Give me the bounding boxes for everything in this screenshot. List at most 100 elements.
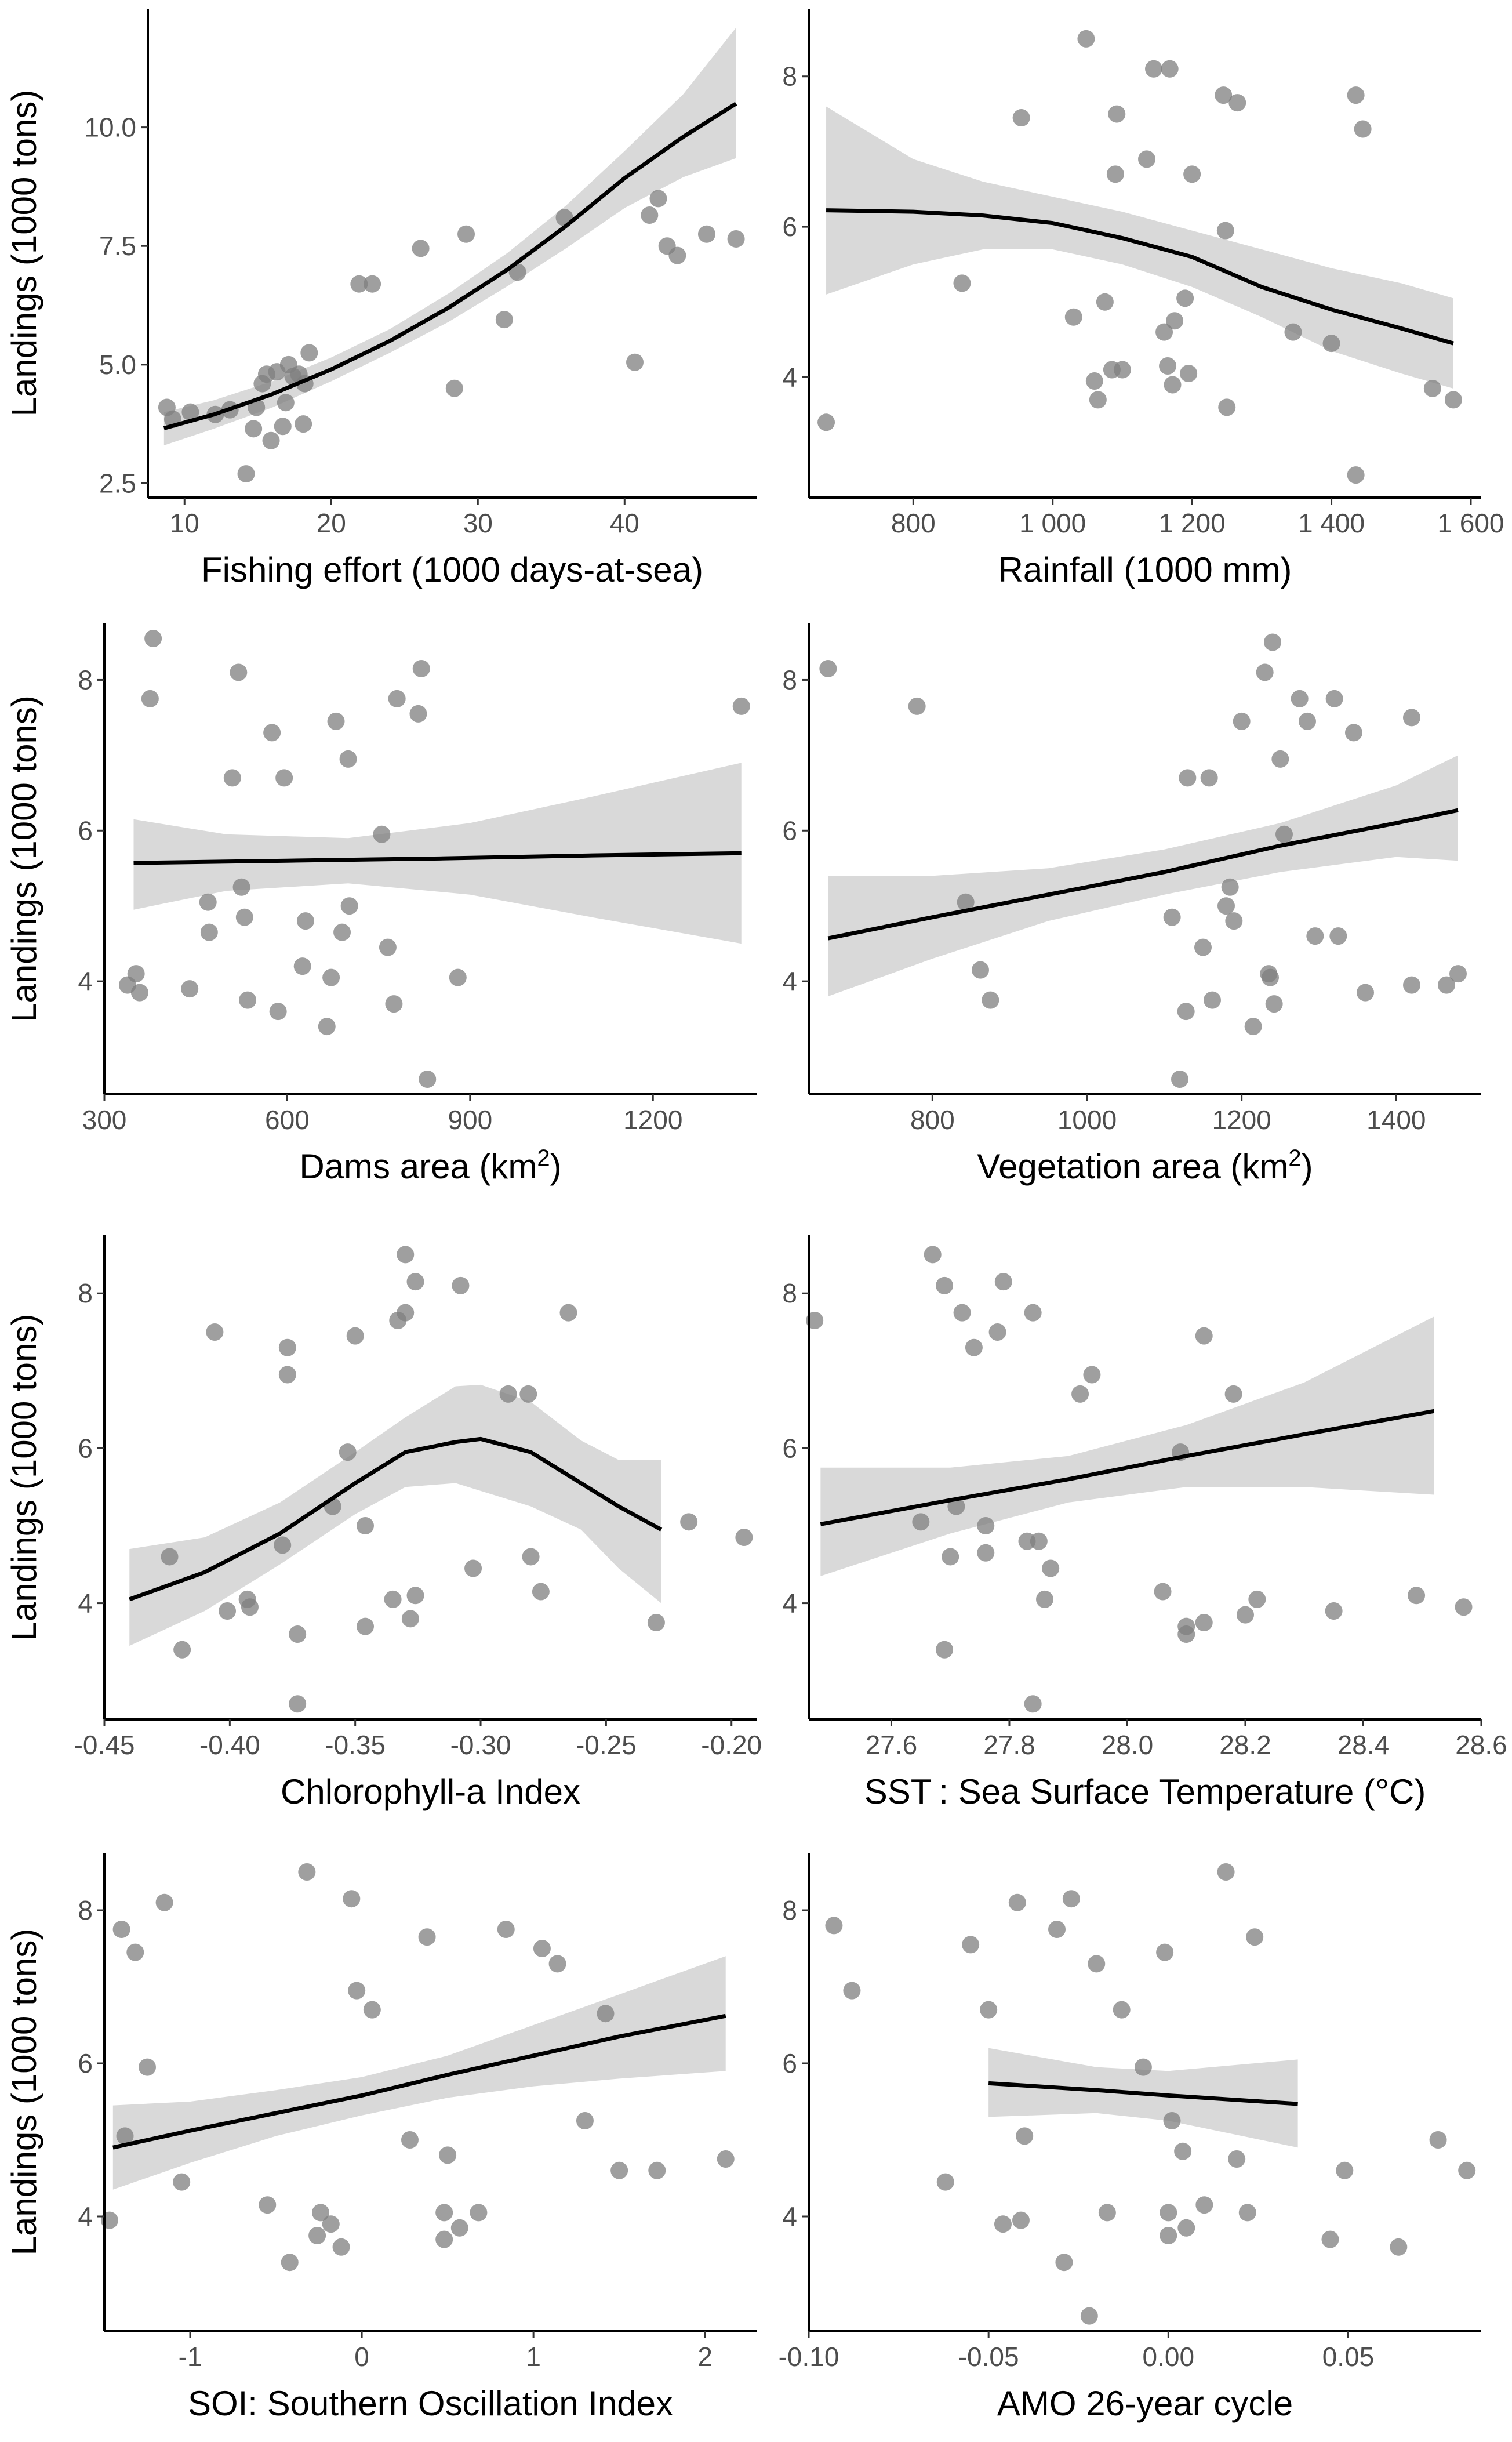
data-point xyxy=(1236,1606,1254,1624)
data-point xyxy=(680,1513,698,1531)
data-point xyxy=(610,2161,628,2179)
data-point xyxy=(161,1548,179,1566)
data-point xyxy=(1083,1366,1101,1384)
data-point xyxy=(1156,1943,1174,1961)
x-tick-label: 28.4 xyxy=(1337,1730,1390,1760)
data-point xyxy=(947,1497,965,1515)
data-point xyxy=(412,240,430,257)
data-point xyxy=(1275,825,1293,843)
data-point xyxy=(1224,1385,1242,1403)
data-point xyxy=(1036,1590,1054,1608)
data-point xyxy=(1325,690,1343,707)
data-point xyxy=(274,418,292,436)
data-point xyxy=(1042,1559,1060,1577)
y-tick-label: 6 xyxy=(78,815,93,846)
data-point xyxy=(1403,976,1420,994)
data-point xyxy=(1012,109,1030,127)
data-point xyxy=(200,923,218,941)
x-tick-label: 2 xyxy=(697,2342,713,2372)
data-point xyxy=(450,2219,468,2237)
x-tick-label: -0.35 xyxy=(325,1730,386,1760)
y-tick-label: 8 xyxy=(78,665,93,695)
data-point xyxy=(418,1928,436,1946)
data-point xyxy=(1408,1587,1426,1605)
data-point xyxy=(296,912,314,930)
data-point xyxy=(668,246,686,264)
data-point xyxy=(348,1982,366,2000)
y-tick-label: 8 xyxy=(78,1895,93,1925)
data-point xyxy=(1113,2001,1131,2019)
x-tick-label: 30 xyxy=(463,508,493,538)
data-point xyxy=(1284,323,1302,341)
data-point xyxy=(464,1559,482,1577)
data-point xyxy=(401,1610,419,1628)
x-tick-label: 1 200 xyxy=(1159,508,1226,538)
data-point xyxy=(332,2238,350,2256)
x-tick-label: 1200 xyxy=(623,1105,682,1135)
data-point xyxy=(173,2173,191,2191)
data-point xyxy=(908,697,926,715)
x-tick-label: -0.45 xyxy=(74,1730,135,1760)
data-point xyxy=(1055,2254,1073,2272)
data-point xyxy=(1177,2219,1195,2237)
x-tick-label: 1 600 xyxy=(1437,508,1504,538)
x-tick-label: -0.05 xyxy=(958,2342,1019,2372)
data-point xyxy=(1179,769,1197,787)
x-tick-label: 28.6 xyxy=(1455,1730,1507,1760)
data-point xyxy=(626,353,644,371)
data-point xyxy=(1248,1590,1266,1608)
data-point xyxy=(1265,995,1283,1013)
data-point xyxy=(1321,2230,1339,2248)
y-axis-title: Landings (1000 tons) xyxy=(5,695,43,1022)
x-tick-label: -0.30 xyxy=(450,1730,511,1760)
data-point xyxy=(497,1921,515,1938)
data-point xyxy=(1062,1890,1080,1908)
data-point xyxy=(364,275,381,293)
data-point xyxy=(1423,379,1441,397)
data-point xyxy=(936,2173,954,2191)
data-point xyxy=(406,1587,424,1605)
data-point xyxy=(1064,308,1082,326)
y-tick-label: 4 xyxy=(78,2201,93,2231)
data-point xyxy=(1204,991,1221,1009)
data-point xyxy=(519,1385,537,1403)
data-point xyxy=(1085,372,1103,390)
data-point xyxy=(1325,1602,1343,1620)
data-point xyxy=(419,1071,437,1088)
data-point xyxy=(439,2146,457,2164)
data-point xyxy=(1155,323,1173,341)
fitted-line xyxy=(827,808,1459,941)
data-point xyxy=(1228,94,1246,112)
data-point xyxy=(141,690,159,707)
data-point xyxy=(357,1517,374,1534)
data-point xyxy=(1347,466,1365,484)
data-point xyxy=(495,311,513,329)
y-axis-title: Landings (1000 tons) xyxy=(5,1929,43,2256)
x-tick-label: -0.20 xyxy=(701,1730,762,1760)
fitted-line xyxy=(112,2013,726,2150)
data-point xyxy=(825,1917,843,1935)
data-point xyxy=(318,1018,336,1036)
y-tick-label: 6 xyxy=(782,212,797,242)
panel-3: 300 600 900 1200 4 6 8 Dams area (km2) Landings … xyxy=(5,623,757,1186)
y-tick-label: 6 xyxy=(782,815,797,846)
data-point xyxy=(717,2150,735,2168)
data-point xyxy=(1390,2238,1408,2256)
data-point xyxy=(232,878,250,896)
data-point xyxy=(412,659,430,677)
data-point xyxy=(241,1598,259,1616)
x-tick-label: -0.10 xyxy=(779,2342,839,2372)
data-point xyxy=(936,1276,954,1294)
x-axis-title: AMO 26-year cycle xyxy=(997,2384,1293,2423)
data-point xyxy=(962,1936,980,1954)
y-axis-title: Landings (1000 tons) xyxy=(5,90,43,417)
data-point xyxy=(1233,712,1251,730)
data-point xyxy=(977,1544,995,1562)
data-point xyxy=(1347,86,1365,104)
data-point xyxy=(1217,897,1235,915)
data-point xyxy=(649,190,667,208)
x-axis-title: Vegetation area (km2) xyxy=(977,1145,1313,1186)
data-point xyxy=(1225,912,1243,930)
data-point xyxy=(346,1327,364,1345)
